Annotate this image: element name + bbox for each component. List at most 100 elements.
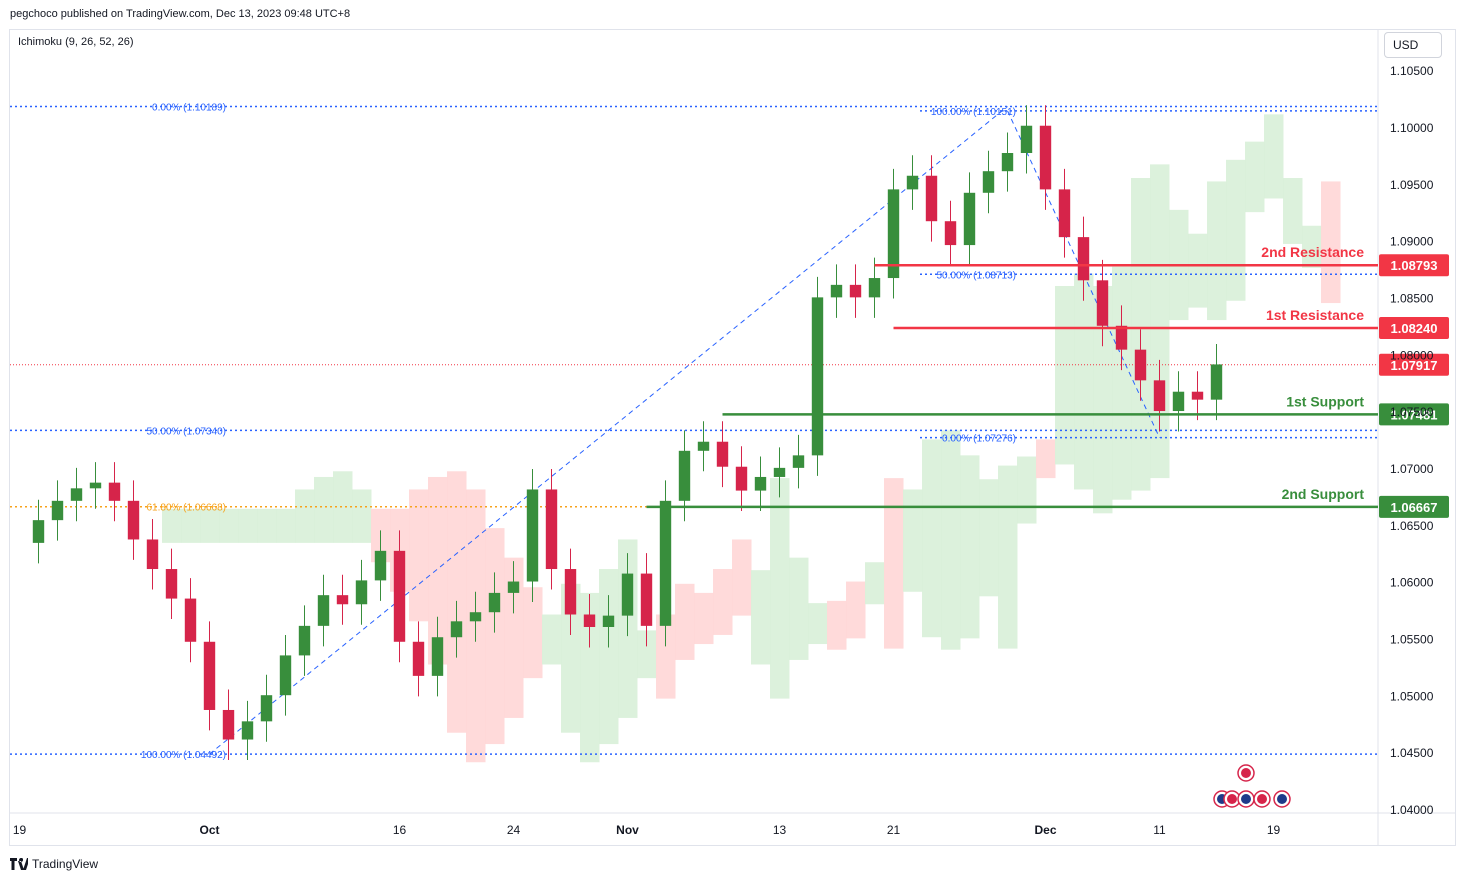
x-tick-label: 19	[1267, 823, 1281, 837]
ichimoku-cloud-segment	[865, 562, 885, 605]
candle-body	[621, 573, 634, 616]
ichimoku-cloud-segment	[1055, 285, 1075, 465]
candle-body	[260, 695, 273, 722]
candle-body	[336, 595, 349, 605]
ichimoku-cloud-segment	[1017, 456, 1037, 524]
ichimoku-cloud-segment	[789, 557, 809, 660]
candle-body	[773, 467, 786, 477]
ichimoku-cloud-segment	[1245, 141, 1265, 213]
x-tick-label: 16	[393, 823, 407, 837]
candle-body	[1210, 364, 1223, 400]
candle-body	[602, 615, 615, 627]
price-tag-value: 1.07481	[1391, 407, 1438, 422]
y-tick-label: 1.06500	[1390, 519, 1434, 533]
y-tick-label: 1.07000	[1390, 462, 1434, 476]
ichimoku-cloud-segment	[352, 489, 372, 543]
candle-body	[925, 175, 938, 222]
ichimoku-cloud-segment	[1074, 273, 1094, 490]
ichimoku-cloud-segment	[1093, 285, 1113, 514]
candle-body	[963, 192, 976, 246]
economic-event-flag-inner	[1257, 794, 1267, 804]
candle-body	[374, 550, 387, 581]
ichimoku-cloud-segment	[713, 569, 733, 635]
candle-body	[51, 500, 64, 521]
y-tick-label: 1.06000	[1390, 576, 1434, 590]
ichimoku-cloud-segment	[1321, 181, 1341, 304]
candle-body	[792, 455, 805, 468]
price-tag-bg	[1379, 254, 1449, 277]
ichimoku-cloud-segment	[770, 478, 790, 699]
ichimoku-cloud-segment	[504, 557, 524, 718]
economic-event-flag-inner	[1227, 794, 1237, 804]
x-tick-label: 19	[13, 823, 27, 837]
ichimoku-cloud-segment	[1283, 178, 1303, 244]
x-tick-label: Dec	[1034, 823, 1056, 837]
candle-body	[222, 709, 235, 740]
economic-event-flag-inner	[1241, 768, 1251, 778]
candle-body	[108, 482, 121, 501]
x-tick-label: Oct	[199, 823, 219, 837]
candle-body	[70, 488, 83, 501]
economic-event-flag-inner	[1241, 794, 1251, 804]
candle-body	[545, 489, 558, 570]
candle-body	[1134, 349, 1147, 381]
indicator-label[interactable]: Ichimoku (9, 26, 52, 26)	[18, 36, 134, 48]
candle-body	[127, 500, 140, 540]
support-level-label: 2nd Support	[1282, 486, 1365, 502]
ichimoku-cloud-segment	[485, 528, 505, 745]
price-tag-value: 1.08240	[1391, 321, 1438, 336]
ichimoku-cloud-segment	[827, 600, 847, 650]
ichimoku-cloud-segment	[219, 508, 239, 543]
fib-label: 61.80% (1.06668)	[146, 503, 226, 514]
ichimoku-cloud-segment	[694, 592, 714, 645]
y-tick-label: 1.10500	[1390, 64, 1434, 78]
ichimoku-cloud-segment	[884, 478, 904, 649]
candle-body	[355, 580, 368, 605]
x-tick-label: 13	[773, 823, 787, 837]
ichimoku-cloud-segment	[732, 539, 752, 616]
candle-body	[754, 476, 767, 491]
candle-body	[564, 569, 577, 615]
ichimoku-cloud-segment	[656, 614, 676, 699]
economic-event-flag-inner	[1277, 794, 1287, 804]
fib-label: 50.00% (1.07340)	[146, 426, 226, 437]
fib-label: 0.00% (1.10189)	[152, 103, 226, 114]
resistance-level-label: 1st Resistance	[1266, 307, 1364, 323]
ichimoku-cloud-segment	[675, 583, 695, 660]
price-tag-bg	[1379, 317, 1449, 340]
candle-body	[640, 573, 653, 626]
candle-body	[203, 641, 216, 710]
candle-body	[849, 284, 862, 298]
ichimoku-cloud-segment	[1036, 439, 1056, 479]
candle-body	[697, 441, 710, 451]
candle-body	[583, 614, 596, 627]
footer-brand-text: TradingView	[32, 857, 99, 871]
candle-body	[1020, 125, 1033, 154]
candle-body	[431, 637, 444, 676]
candle-body	[507, 581, 520, 593]
candle-body	[1153, 380, 1166, 412]
footer-brand[interactable]: TradingView	[10, 857, 98, 871]
ichimoku-cloud-segment	[333, 471, 353, 543]
tradingview-logo-icon	[10, 858, 28, 870]
currency-selector[interactable]: USD	[1384, 32, 1442, 58]
candle-body	[450, 621, 463, 638]
fib-label: 50.00% (1.08713)	[936, 270, 1016, 281]
fib-label: 100.00% (1.04492)	[141, 750, 226, 761]
ichimoku-cloud-segment	[238, 508, 258, 543]
ichimoku-cloud-segment	[1188, 233, 1208, 308]
current-price-tag-bg	[1379, 353, 1449, 376]
candle-body	[89, 482, 102, 489]
ichimoku-cloud-segment	[580, 592, 600, 763]
candle-body	[488, 592, 501, 613]
publisher-header: pegchoco published on TradingView.com, D…	[10, 8, 351, 20]
candle-body	[1001, 153, 1014, 172]
candle-body	[659, 500, 672, 626]
candle-body	[317, 595, 330, 626]
candle-body	[1172, 391, 1185, 412]
candle-body	[1058, 189, 1071, 238]
chart-frame	[9, 29, 1456, 846]
x-tick-label: 11	[1153, 823, 1166, 837]
candle-body	[830, 284, 843, 298]
